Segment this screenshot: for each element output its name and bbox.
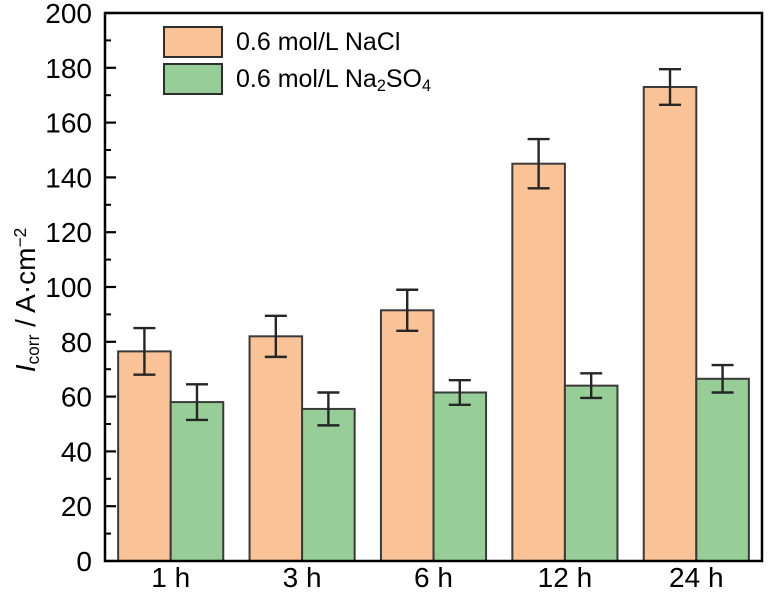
bar-nacl-3h xyxy=(248,335,304,562)
x-tick-label: 3 h xyxy=(283,562,322,592)
legend-item-na2so4: 0.6 mol/L Na2SO4 xyxy=(163,63,431,95)
errorbar-nacl-24h xyxy=(659,67,682,106)
errorbar-na2so4-24h xyxy=(711,363,734,394)
plot-frame xyxy=(103,11,764,563)
x-tick-label: 6 h xyxy=(414,562,453,592)
errorbar-nacl-1h xyxy=(133,326,156,376)
legend-swatch-na2so4 xyxy=(163,63,223,95)
y-tick-label: 40 xyxy=(61,436,92,467)
errorbar-na2so4-6h xyxy=(448,378,471,407)
bar-nacl-12h xyxy=(511,162,566,562)
errorbar-nacl-12h xyxy=(527,137,550,190)
y-tick-label: 160 xyxy=(45,108,92,139)
errorbar-nacl-6h xyxy=(396,288,419,333)
y-tick-label: 200 xyxy=(45,0,92,29)
y-tick-label: 80 xyxy=(61,327,92,358)
y-tick-label: 180 xyxy=(45,53,92,84)
y-tick-label: 60 xyxy=(61,382,92,413)
y-tick-label: 100 xyxy=(45,272,92,303)
ylabel-symbol: I xyxy=(10,364,41,373)
y-tick-label: 120 xyxy=(45,217,92,248)
ylabel-exponent: −2 xyxy=(10,227,31,248)
x-tick-label: 12 h xyxy=(538,562,593,592)
errorbar-na2so4-1h xyxy=(185,383,208,422)
errorbar-na2so4-3h xyxy=(317,391,340,427)
y-tick-label: 0 xyxy=(76,546,92,577)
y-axis-title: Icorr / A·cm−2 xyxy=(10,227,43,373)
x-tick-label: 24 h xyxy=(669,562,724,592)
y-tick-label: 140 xyxy=(45,162,92,193)
bar-nacl-24h xyxy=(642,85,698,562)
legend-label-nacl: 0.6 mol/L NaCl xyxy=(236,27,401,56)
bar-nacl-1h xyxy=(117,350,172,563)
bar-na2so4-1h xyxy=(169,401,225,562)
ylabel-unit: / A·cm xyxy=(10,247,41,335)
errorbar-nacl-3h xyxy=(264,314,287,359)
ylabel-subscript: corr xyxy=(22,334,43,365)
errorbar-na2so4-12h xyxy=(580,372,603,400)
bar-na2so4-6h xyxy=(432,391,488,562)
legend: 0.6 mol/L NaCl 0.6 mol/L Na2SO4 xyxy=(163,26,431,95)
y-tick-label: 20 xyxy=(61,491,92,522)
legend-item-nacl: 0.6 mol/L NaCl xyxy=(163,26,431,58)
bar-nacl-6h xyxy=(379,309,435,563)
bar-na2so4-24h xyxy=(695,377,750,563)
x-tick-label: 1 h xyxy=(151,562,190,592)
bar-na2so4-3h xyxy=(301,407,356,562)
legend-swatch-nacl xyxy=(163,26,223,58)
legend-label-na2so4: 0.6 mol/L Na2SO4 xyxy=(236,64,432,95)
bar-na2so4-12h xyxy=(563,384,619,563)
